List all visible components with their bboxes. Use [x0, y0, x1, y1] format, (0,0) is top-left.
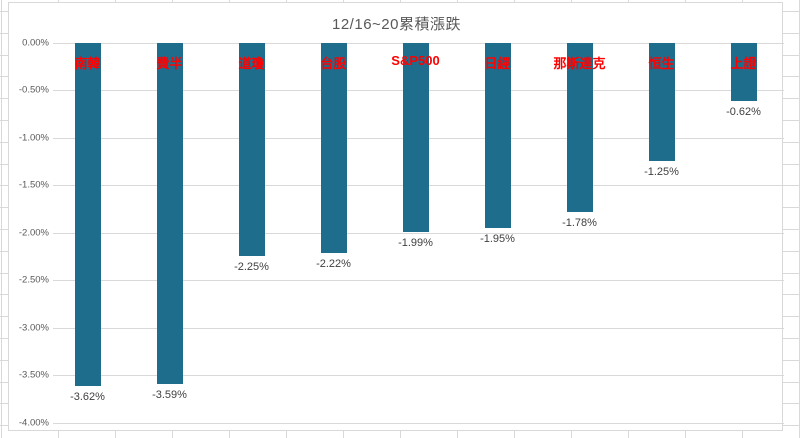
- y-axis-tick-label: -2.00%: [18, 227, 49, 238]
- category-label: S&P500: [391, 53, 440, 68]
- y-axis-tick-label: -1.50%: [18, 179, 49, 191]
- value-label: -1.25%: [644, 166, 679, 179]
- value-label: -3.62%: [70, 391, 105, 404]
- h-gridline: [53, 232, 784, 234]
- h-gridline: [53, 422, 784, 424]
- bar-南韓[interactable]: [74, 42, 101, 387]
- bar-日經[interactable]: [484, 42, 511, 228]
- chart-title: 12/16~20累積漲跌: [332, 16, 461, 33]
- y-axis-tick-label: -4.00%: [18, 417, 49, 428]
- category-label: 恒生: [648, 56, 675, 71]
- bar-道瓊[interactable]: [238, 42, 265, 257]
- sheet-column-border: [1, 0, 2, 438]
- category-label: 南韓: [74, 56, 101, 71]
- bar-恒生[interactable]: [648, 42, 675, 162]
- bar-那斯達克[interactable]: [566, 42, 593, 212]
- value-label: -1.99%: [398, 236, 433, 249]
- y-axis-tick-label: -2.50%: [18, 274, 49, 286]
- value-label: -2.22%: [316, 258, 351, 271]
- chart-canvas[interactable]: 12/16~20累積漲跌 0.00% -0.50% -1.00% -1.50% -2.0…: [8, 2, 784, 431]
- category-label: 費半: [156, 56, 183, 71]
- category-label: 道瓊: [238, 56, 265, 71]
- y-axis-tick-label: -0.50%: [18, 84, 49, 96]
- y-axis-tick-label: -3.00%: [18, 322, 49, 333]
- h-gridline: [53, 327, 784, 329]
- y-axis-tick-label: 0.00%: [22, 37, 49, 48]
- category-label: 上證: [730, 56, 757, 71]
- bar-費半[interactable]: [156, 42, 183, 384]
- y-axis-tick-label: -1.00%: [18, 132, 49, 143]
- value-label: -0.62%: [726, 106, 761, 119]
- category-label: 日經: [484, 56, 511, 71]
- h-gridline: [53, 280, 784, 281]
- bar-S&P500[interactable]: [402, 42, 429, 232]
- value-label: -1.95%: [480, 232, 515, 245]
- value-label: -1.78%: [562, 216, 597, 229]
- value-label: -2.25%: [234, 261, 269, 274]
- bar-台股[interactable]: [320, 42, 347, 254]
- y-axis-tick-label: -3.50%: [18, 369, 49, 381]
- value-label: -3.59%: [152, 388, 187, 401]
- bar-上證[interactable]: [730, 42, 757, 102]
- h-gridline: [53, 375, 784, 376]
- category-label: 台股: [320, 56, 347, 71]
- category-label: 那斯達克: [553, 56, 606, 71]
